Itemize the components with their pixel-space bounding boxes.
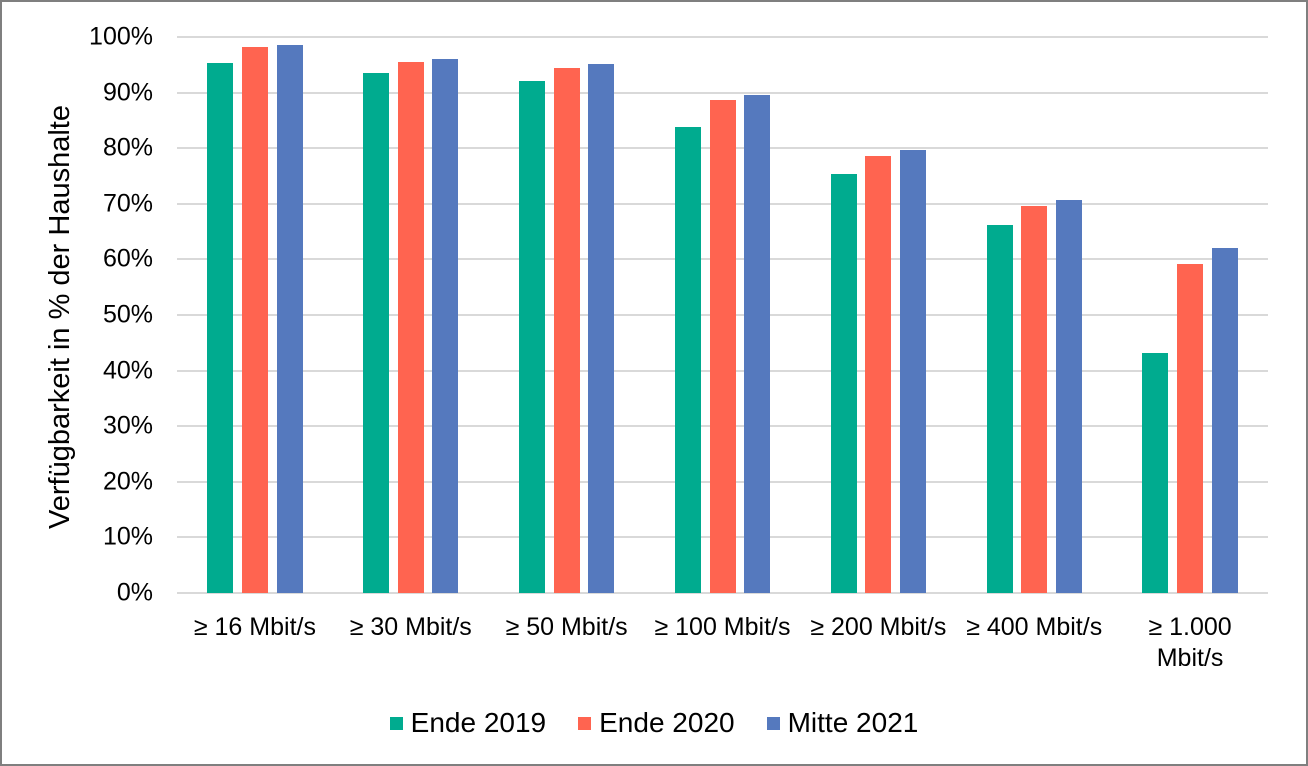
legend-item-ende-2020: Ende 2020 <box>578 706 735 740</box>
bar-mitte-2021--1-000-mbit-s <box>1211 247 1238 593</box>
legend-label: Mitte 2021 <box>787 707 919 738</box>
bar-ende-2019--100-mbit-s <box>674 127 701 593</box>
bar-ende-2020--30-mbit-s <box>397 62 424 593</box>
legend-swatch-ende-2019 <box>389 716 403 730</box>
x-tick-label: ≥ 100 Mbit/s <box>631 612 815 643</box>
bar-ende-2020--50-mbit-s <box>553 68 580 593</box>
x-tick-label-line: ≥ 400 Mbit/s <box>966 613 1103 641</box>
x-tick-label: ≥ 30 Mbit/s <box>319 612 503 643</box>
legend-item-ende-2019: Ende 2019 <box>389 706 547 740</box>
bar-ende-2019--50-mbit-s <box>518 81 545 593</box>
y-tick-label: 30% <box>102 411 153 440</box>
y-tick-label: 0% <box>116 578 153 607</box>
x-tick-label-line: ≥ 200 Mbit/s <box>810 613 947 641</box>
x-tick-label: ≥ 200 Mbit/s <box>786 612 970 643</box>
bar-mitte-2021--50-mbit-s <box>588 64 615 593</box>
bar-ende-2020--400-mbit-s <box>1021 206 1048 593</box>
gridline <box>177 36 1268 38</box>
y-tick-label: 80% <box>102 133 153 162</box>
bar-mitte-2021--30-mbit-s <box>432 59 459 593</box>
bar-ende-2019--1-000-mbit-s <box>1142 352 1169 593</box>
legend-item-mitte-2021: Mitte 2021 <box>766 706 919 740</box>
x-tick-label-line: ≥ 1.000 <box>1148 613 1232 641</box>
legend-label: Ende 2019 <box>410 707 547 738</box>
x-tick-label: ≥ 16 Mbit/s <box>163 612 347 643</box>
bar-ende-2020--1-000-mbit-s <box>1177 263 1204 593</box>
bar-mitte-2021--200-mbit-s <box>900 149 927 593</box>
legend-swatch-mitte-2021 <box>766 716 780 730</box>
bar-ende-2020--100-mbit-s <box>709 100 736 593</box>
y-tick-label: 20% <box>102 467 153 496</box>
bar-ende-2020--16-mbit-s <box>241 47 268 593</box>
bar-ende-2019--16-mbit-s <box>207 62 234 593</box>
y-tick-label: 90% <box>102 78 153 107</box>
x-tick-label: ≥ 50 Mbit/s <box>475 612 659 643</box>
bar-ende-2019--30-mbit-s <box>363 72 390 593</box>
bar-ende-2020--200-mbit-s <box>865 155 892 593</box>
x-tick-label-line: ≥ 30 Mbit/s <box>349 613 472 641</box>
x-tick-label: ≥ 400 Mbit/s <box>942 612 1126 643</box>
y-tick-label: 40% <box>102 356 153 385</box>
bar-mitte-2021--100-mbit-s <box>744 94 771 593</box>
bar-mitte-2021--400-mbit-s <box>1055 199 1082 593</box>
y-tick-label: 60% <box>102 244 153 273</box>
x-axis-line <box>177 592 1268 594</box>
x-tick-label-line: ≥ 50 Mbit/s <box>505 613 628 641</box>
bar-ende-2019--200-mbit-s <box>830 173 857 593</box>
gridline <box>177 91 1268 94</box>
x-tick-label-line: ≥ 16 Mbit/s <box>193 613 316 641</box>
legend: Ende 2019 Ende 2020 Mitte 2021 <box>2 706 1306 740</box>
y-tick-label: 10% <box>102 522 153 551</box>
y-tick-label: 100% <box>89 22 153 51</box>
bar-ende-2019--400-mbit-s <box>986 224 1013 593</box>
legend-swatch-ende-2020 <box>578 716 592 730</box>
plot-area <box>177 36 1268 594</box>
x-tick-label: ≥ 1.000 Mbit/s <box>1098 612 1282 674</box>
y-tick-label: 50% <box>102 300 153 329</box>
x-tick-label-line: Mbit/s <box>1156 644 1224 672</box>
y-tick-label: 70% <box>102 189 153 218</box>
legend-label: Ende 2020 <box>599 707 735 738</box>
bar-mitte-2021--16-mbit-s <box>276 45 303 593</box>
x-tick-label-line: ≥ 100 Mbit/s <box>654 613 791 641</box>
